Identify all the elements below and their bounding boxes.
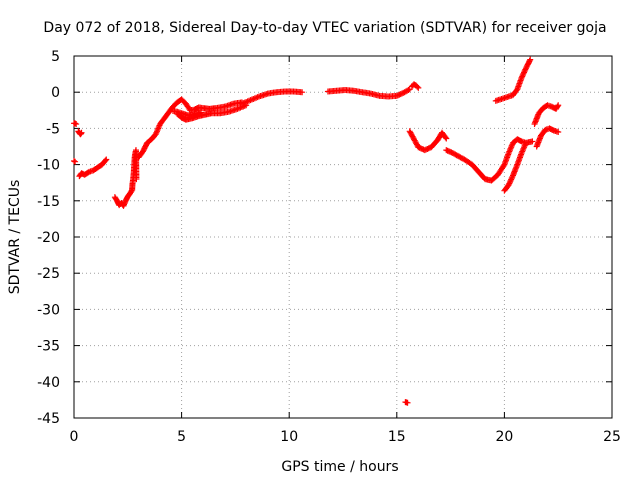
- data-point: [513, 87, 520, 94]
- data-point: [415, 84, 422, 91]
- data-point: [527, 56, 534, 63]
- x-tick-label: 5: [177, 429, 186, 445]
- chart-title: Day 072 of 2018, Sidereal Day-to-day VTE…: [43, 20, 606, 36]
- x-tick-label: 10: [280, 429, 298, 445]
- data-point: [554, 103, 561, 110]
- data-point: [404, 399, 411, 406]
- y-tick-label: -20: [37, 230, 60, 246]
- x-axis-label: GPS time / hours: [281, 459, 398, 475]
- data-point: [508, 175, 515, 182]
- data-point: [555, 102, 562, 109]
- axis-ticks: 0 5 10 15 20 25 5 0 -5 -10 -15 -20 -25 -30 -35 -40 -45: [37, 49, 621, 445]
- data-point: [405, 87, 412, 94]
- y-tick-label: -5: [46, 121, 60, 137]
- x-tick-label: 0: [70, 429, 79, 445]
- data-point: [508, 176, 515, 183]
- x-tick-label: 20: [495, 429, 513, 445]
- data-point: [443, 135, 450, 142]
- data-point: [414, 83, 421, 90]
- data-point: [299, 89, 306, 96]
- data-point: [72, 120, 79, 127]
- data-point: [103, 156, 110, 163]
- data-point: [521, 69, 528, 76]
- data-point: [102, 157, 109, 164]
- data-point: [500, 162, 507, 169]
- y-axis-label: SDTVAR / TECUs: [7, 180, 23, 295]
- x-tick-label: 15: [388, 429, 406, 445]
- y-tick-label: -45: [37, 411, 60, 427]
- y-tick-label: -15: [37, 194, 60, 210]
- data-point: [526, 57, 533, 64]
- data-point: [73, 121, 80, 128]
- data-point: [505, 181, 512, 188]
- data-point: [506, 179, 513, 186]
- data-point: [519, 73, 526, 80]
- data-point: [133, 176, 140, 183]
- data-point: [522, 139, 529, 146]
- data-point: [521, 67, 528, 74]
- data-point: [78, 129, 85, 136]
- x-tick-label: 25: [603, 429, 621, 445]
- data-point: [442, 134, 449, 141]
- data-point: [197, 109, 204, 116]
- data-point: [506, 180, 513, 187]
- y-tick-label: -10: [37, 158, 60, 174]
- y-tick-label: -40: [37, 375, 60, 391]
- data-point: [518, 74, 525, 81]
- data-point: [555, 129, 562, 136]
- data-point: [520, 70, 527, 77]
- data-point: [519, 72, 526, 79]
- data-point: [507, 177, 514, 184]
- y-tick-label: 5: [51, 49, 60, 65]
- data-point: [71, 157, 77, 164]
- y-tick-label: -35: [37, 339, 60, 355]
- y-tick-label: -30: [37, 302, 60, 318]
- data-points: [71, 56, 562, 406]
- y-tick-label: -25: [37, 266, 60, 282]
- data-point: [509, 173, 516, 180]
- data-point: [529, 138, 536, 145]
- y-tick-label: 0: [51, 85, 60, 101]
- data-point: [72, 158, 79, 165]
- grid-lines: [74, 56, 612, 418]
